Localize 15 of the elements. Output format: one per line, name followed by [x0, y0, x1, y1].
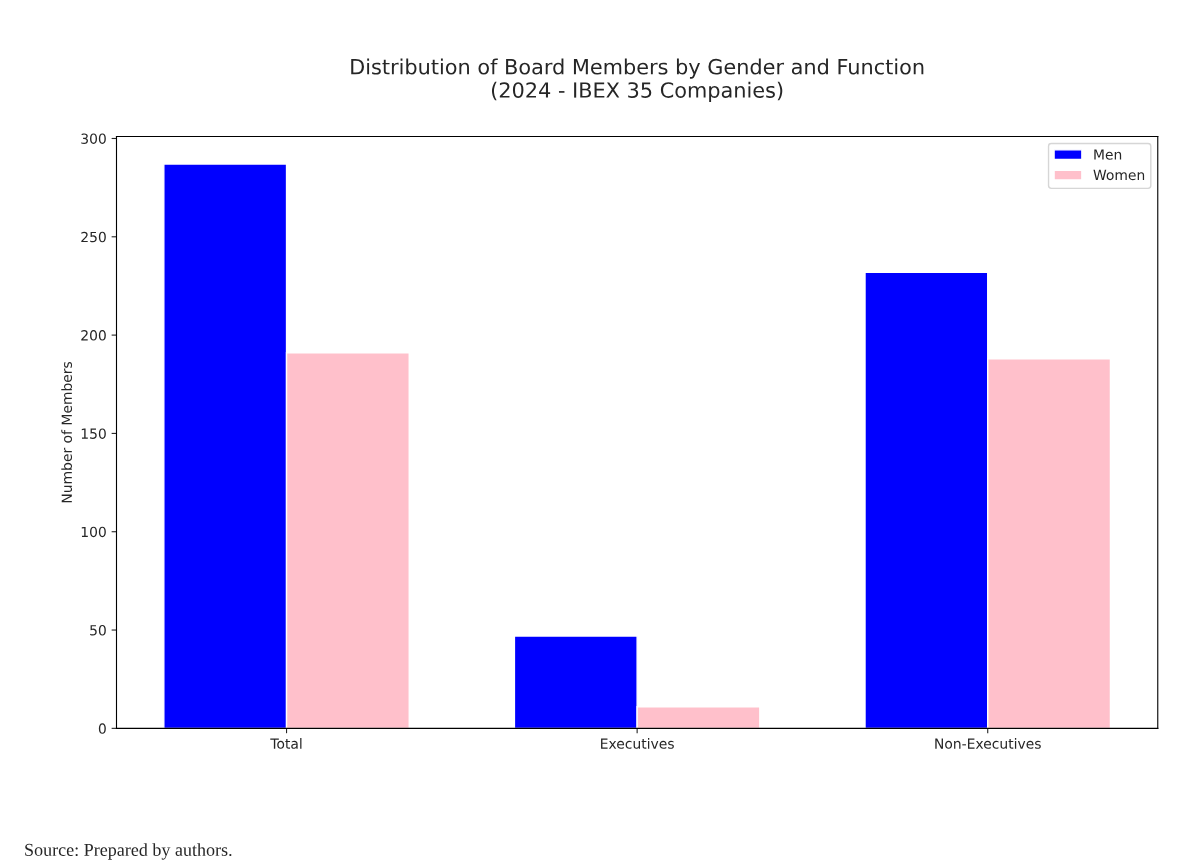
y-tick-label: 300 — [81, 133, 106, 144]
y-tick-label: 200 — [81, 330, 106, 341]
source-note: Source: Prepared by authors. — [25, 843, 232, 860]
y-tick-label: 0 — [98, 723, 106, 734]
legend-label: Men — [1094, 149, 1122, 160]
x-tick-label: Executives — [601, 738, 674, 749]
y-tick-label: 150 — [81, 428, 106, 439]
chart-title: Distribution of Board Members by Gender and Function (2024 - IBEX 35 Companies) — [351, 58, 924, 102]
y-tick-label: 50 — [90, 625, 106, 636]
x-tick-label: Total — [270, 738, 302, 749]
legend-label: Women — [1093, 169, 1145, 181]
y-tick-label: 100 — [81, 526, 106, 538]
y-tick-label: 250 — [81, 231, 106, 243]
y-axis-title: Number of Members — [61, 361, 73, 503]
x-tick-label: Non-Executives — [935, 738, 1041, 749]
